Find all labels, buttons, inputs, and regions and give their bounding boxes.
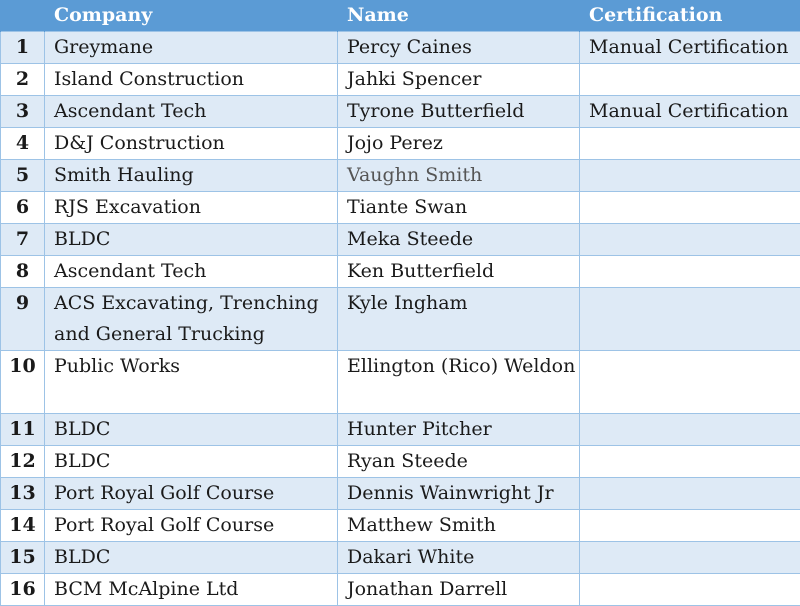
certification-cell (580, 510, 800, 542)
header-name: Name (338, 0, 580, 32)
company-cell: RJS Excavation (45, 192, 338, 224)
header-certification: Certification (580, 0, 800, 32)
name-cell: Meka Steede (338, 224, 580, 256)
name-cell: Dennis Wainwright Jr (338, 478, 580, 510)
company-cell: BLDC (45, 224, 338, 256)
company-cell: Public Works (45, 351, 338, 414)
row-number-cell: 7 (1, 224, 45, 256)
name-cell: Ken Butterfield (338, 256, 580, 288)
row-number-cell: 10 (1, 351, 45, 414)
certification-cell (580, 478, 800, 510)
certification-cell (580, 446, 800, 478)
name-cell: Jojo Perez (338, 128, 580, 160)
header-company: Company (45, 0, 338, 32)
row-number-cell: 14 (1, 510, 45, 542)
row-number-cell: 12 (1, 446, 45, 478)
row-number-cell: 5 (1, 160, 45, 192)
header-number (1, 0, 45, 32)
certification-cell (580, 351, 800, 414)
row-number-cell: 13 (1, 478, 45, 510)
name-cell: Jahki Spencer (338, 64, 580, 96)
certification-cell (580, 414, 800, 446)
row-number-cell: 9 (1, 288, 45, 351)
company-cell: Ascendant Tech (45, 96, 338, 128)
company-cell: Island Construction (45, 64, 338, 96)
certification-cell (580, 574, 800, 606)
row-number-cell: 2 (1, 64, 45, 96)
name-cell: Tiante Swan (338, 192, 580, 224)
company-cell: BCM McAlpine Ltd (45, 574, 338, 606)
company-cell: Greymane (45, 32, 338, 64)
row-number-cell: 11 (1, 414, 45, 446)
company-cell: Port Royal Golf Course (45, 510, 338, 542)
certification-cell: Manual Certification (580, 32, 800, 64)
row-number-cell: 6 (1, 192, 45, 224)
name-cell: Hunter Pitcher (338, 414, 580, 446)
certification-cell (580, 160, 800, 192)
certification-cell (580, 542, 800, 574)
name-cell: Ryan Steede (338, 446, 580, 478)
company-cell: Smith Hauling (45, 160, 338, 192)
company-cell: ACS Excavating, Trenching and General Tr… (45, 288, 338, 351)
header-row: Company Name Certification (1, 0, 800, 32)
company-cell: BLDC (45, 414, 338, 446)
certification-cell (580, 288, 800, 351)
name-cell: Ellington (Rico) Weldon (338, 351, 580, 414)
row-number-cell: 4 (1, 128, 45, 160)
company-cell: D&J Construction (45, 128, 338, 160)
row-number-cell: 8 (1, 256, 45, 288)
certification-cell: Manual Certification (580, 96, 800, 128)
name-cell: Matthew Smith (338, 510, 580, 542)
certification-cell (580, 256, 800, 288)
company-cell: BLDC (45, 446, 338, 478)
name-cell: Tyrone Butterfield (338, 96, 580, 128)
certification-cell (580, 192, 800, 224)
name-cell: Percy Caines (338, 32, 580, 64)
row-number-cell: 3 (1, 96, 45, 128)
name-cell: Dakari White (338, 542, 580, 574)
row-number-cell: 15 (1, 542, 45, 574)
certification-cell (580, 64, 800, 96)
company-cell: BLDC (45, 542, 338, 574)
company-cell: Ascendant Tech (45, 256, 338, 288)
certification-cell (580, 128, 800, 160)
row-number-cell: 1 (1, 32, 45, 64)
row-number-cell: 16 (1, 574, 45, 606)
company-cell: Port Royal Golf Course (45, 478, 338, 510)
name-cell: Vaughn Smith (338, 160, 580, 192)
name-cell: Jonathan Darrell (338, 574, 580, 606)
certification-cell (580, 224, 800, 256)
name-cell: Kyle Ingham (338, 288, 580, 351)
